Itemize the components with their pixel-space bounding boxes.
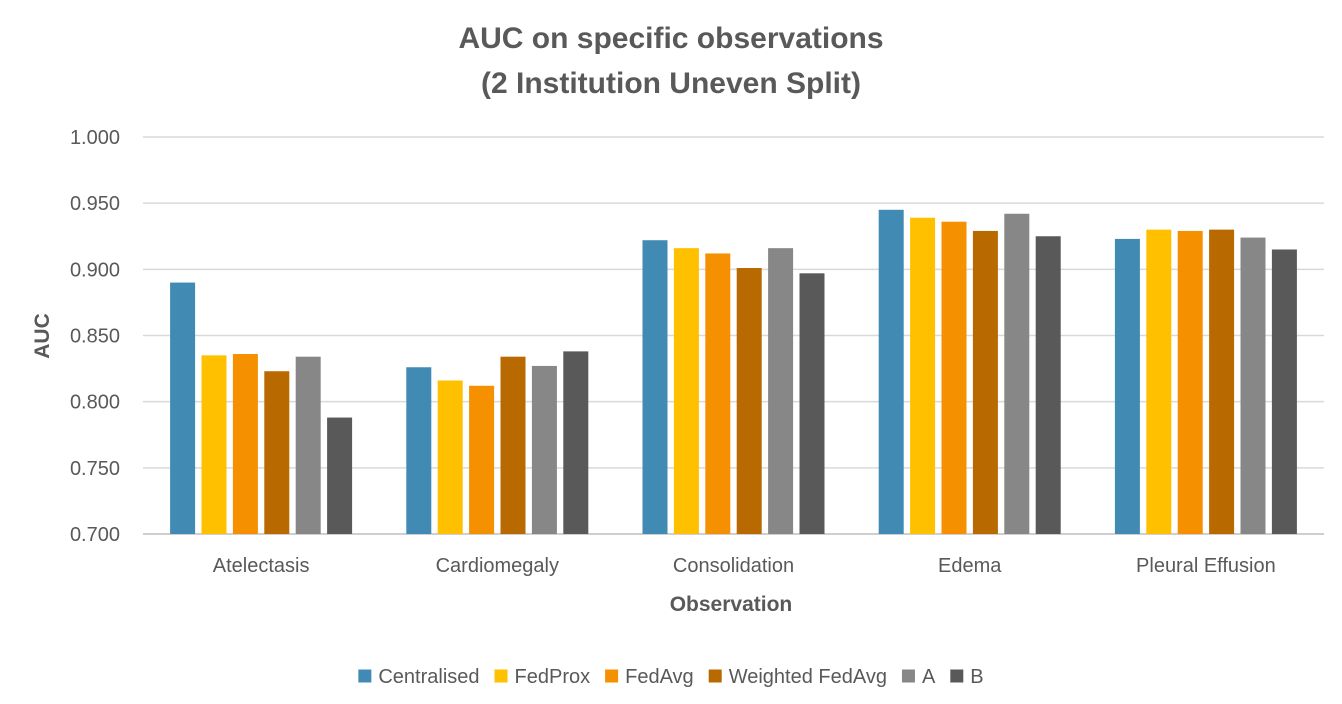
legend-label: FedProx: [515, 666, 591, 688]
bar-b-cardiomegaly: [563, 351, 589, 534]
bar-b-edema: [1035, 236, 1061, 534]
legend-swatch: [358, 669, 372, 683]
y-tick-label: 0.750: [70, 458, 120, 480]
x-axis-title: Observation: [670, 593, 793, 616]
legend-label: A: [922, 666, 936, 688]
legend-label: Weighted FedAvg: [729, 666, 887, 688]
x-tick-label: Pleural Effusion: [1136, 555, 1276, 577]
bar-fedavg-cardiomegaly: [469, 385, 495, 534]
bar-weighted-fedavg-edema: [972, 230, 998, 534]
y-tick-label: 0.900: [70, 259, 120, 281]
bars: [170, 209, 1297, 535]
legend-item: FedProx: [494, 666, 591, 688]
bar-weighted-fedavg-consolidation: [736, 268, 762, 534]
legend-item: Centralised: [358, 666, 480, 688]
bar-fedprox-edema: [910, 217, 936, 534]
y-tick-label: 1.000: [70, 127, 120, 149]
legend-swatch: [950, 669, 964, 683]
legend-swatch: [605, 669, 619, 683]
bar-b-atelectasis: [327, 417, 353, 534]
bar-centralised-cardiomegaly: [406, 367, 432, 534]
x-axis-ticks: Atelectasis Cardiomegaly Consolidation Edem…: [213, 555, 1276, 577]
bar-centralised-pleural-effusion: [1114, 238, 1140, 534]
x-tick-label: Consolidation: [673, 555, 794, 577]
x-tick-label: Atelectasis: [213, 555, 310, 577]
chart-title-line-2: (2 Institution Uneven Split): [481, 67, 861, 100]
legend-item: Weighted FedAvg: [708, 666, 887, 688]
x-tick-label: Edema: [938, 555, 1002, 577]
bar-a-consolidation: [768, 248, 794, 534]
bar-fedprox-cardiomegaly: [437, 380, 463, 534]
legend-swatch: [901, 669, 915, 683]
legend-item: FedAvg: [605, 666, 694, 688]
bar-fedavg-pleural-effusion: [1177, 230, 1203, 534]
bar-fedprox-consolidation: [673, 248, 699, 534]
chart-title-line-1: AUC on specific observations: [458, 22, 883, 55]
bar-b-consolidation: [799, 273, 825, 534]
legend-label: FedAvg: [625, 666, 694, 688]
legend-item: A: [901, 666, 936, 688]
bar-centralised-consolidation: [642, 240, 668, 534]
bar-weighted-fedavg-atelectasis: [264, 371, 290, 534]
y-tick-label: 0.950: [70, 193, 120, 215]
y-tick-label: 0.700: [70, 524, 120, 546]
bar-fedprox-atelectasis: [201, 355, 227, 534]
bar-a-pleural-effusion: [1240, 237, 1266, 534]
legend: Centralised FedProx FedAvg Weighted FedAvg A…: [358, 666, 984, 688]
bar-weighted-fedavg-cardiomegaly: [500, 356, 526, 534]
bar-a-atelectasis: [295, 356, 321, 534]
bar-centralised-atelectasis: [170, 282, 196, 534]
y-axis-title: AUC: [31, 313, 54, 359]
y-tick-label: 0.800: [70, 392, 120, 414]
legend-swatch: [494, 669, 508, 683]
bar-a-cardiomegaly: [531, 365, 557, 534]
legend-label: Centralised: [378, 666, 479, 688]
x-tick-label: Cardiomegaly: [436, 555, 559, 577]
bar-a-edema: [1004, 213, 1030, 534]
y-tick-label: 0.850: [70, 326, 120, 348]
chart-title: AUC on specific observations (2 Institut…: [458, 22, 883, 100]
bar-b-pleural-effusion: [1271, 249, 1297, 534]
y-axis-ticks: 0.700 0.750 0.800 0.850 0.900 0.950 1.000: [70, 127, 120, 546]
legend-swatch: [708, 669, 722, 683]
bar-weighted-fedavg-pleural-effusion: [1209, 229, 1235, 534]
bar-fedprox-pleural-effusion: [1146, 229, 1172, 534]
legend-label: B: [970, 666, 983, 688]
bar-fedavg-atelectasis: [232, 354, 258, 534]
bar-centralised-edema: [878, 209, 904, 535]
legend-item: B: [950, 666, 984, 688]
bar-fedavg-consolidation: [705, 253, 731, 534]
bar-fedavg-edema: [941, 221, 967, 534]
